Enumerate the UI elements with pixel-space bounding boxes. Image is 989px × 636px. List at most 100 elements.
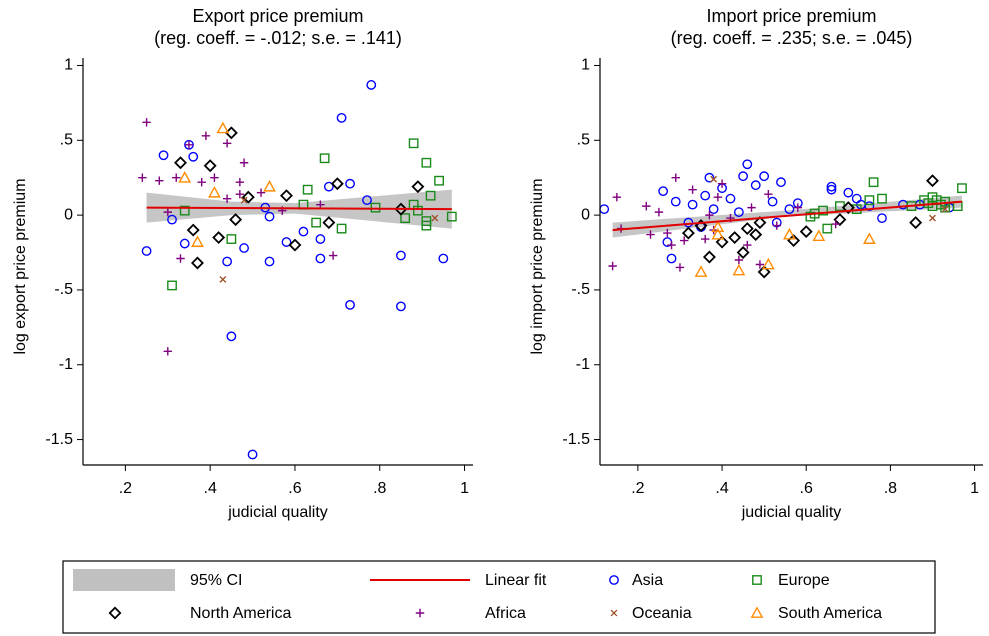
- marker-circle: [281, 237, 292, 247]
- marker-diamond: [322, 216, 336, 230]
- marker-plus: [713, 192, 723, 202]
- marker-plus: [163, 347, 172, 356]
- legend-swatch: [73, 569, 175, 591]
- marker-triangle: [761, 257, 775, 270]
- marker-plus: [201, 131, 211, 141]
- marker-square: [412, 205, 423, 216]
- legend-label: Linear fit: [485, 572, 547, 589]
- marker-circle: [738, 171, 748, 182]
- marker-plus: [197, 177, 206, 187]
- marker-plus: [235, 177, 245, 187]
- marker-triangle: [191, 235, 204, 247]
- marker-plus: [172, 173, 181, 182]
- x-tick-label: .8: [884, 480, 897, 497]
- marker-triangle: [711, 227, 725, 240]
- y-tick-label: 0: [64, 206, 73, 223]
- marker-plus: [701, 234, 710, 244]
- marker-diamond: [280, 189, 293, 203]
- marker-plus: [793, 203, 803, 212]
- marker-plus: [705, 210, 714, 220]
- marker-plus: [142, 118, 151, 127]
- marker-diamond: [799, 225, 813, 239]
- marker-square: [370, 202, 381, 213]
- marker-square: [400, 213, 411, 224]
- marker-circle: [366, 80, 377, 90]
- marker-circle: [670, 196, 681, 207]
- marker-plus: [755, 260, 765, 269]
- y-tick-label: -.5: [54, 281, 73, 298]
- marker-diamond: [728, 231, 742, 245]
- marker-circle: [666, 253, 677, 264]
- marker-triangle: [711, 220, 725, 232]
- legend-label: North America: [190, 605, 291, 622]
- marker-plus: [612, 192, 622, 202]
- marker-diamond: [926, 174, 939, 188]
- chart-title: Export price premium: [192, 6, 363, 26]
- marker-circle: [658, 186, 669, 197]
- marker-square: [434, 175, 444, 186]
- marker-plus: [772, 221, 781, 230]
- marker-plus: [222, 194, 232, 203]
- marker-circle: [323, 181, 334, 192]
- chart-title: Import price premium: [706, 6, 876, 26]
- marker-circle: [733, 207, 744, 218]
- marker-plus: [328, 251, 338, 260]
- marker-diamond: [833, 213, 847, 227]
- y-tick-label: 1: [64, 57, 73, 74]
- marker-square: [179, 205, 190, 216]
- marker-plus: [667, 240, 676, 250]
- marker-circle: [826, 184, 837, 195]
- marker-plus: [316, 200, 325, 209]
- marker-circle: [247, 449, 258, 460]
- marker-diamond: [229, 213, 243, 227]
- marker-circle: [704, 172, 715, 183]
- marker-plus: [743, 240, 752, 250]
- marker-circle: [179, 238, 190, 249]
- marker-plus: [642, 201, 651, 211]
- ci-band: [612, 195, 962, 238]
- marker-circle: [725, 193, 736, 204]
- marker-circle: [438, 253, 449, 264]
- marker-circle: [767, 196, 778, 207]
- marker-diamond: [681, 226, 695, 240]
- x-tick-label: 1: [460, 480, 469, 497]
- marker-circle: [239, 243, 249, 253]
- marker-circle: [345, 299, 355, 310]
- marker-triangle: [783, 227, 796, 240]
- marker-plus: [717, 179, 727, 188]
- marker-circle: [708, 204, 719, 215]
- marker-triangle: [694, 265, 708, 277]
- marker-plus: [163, 207, 172, 217]
- x-tick-label: .8: [373, 480, 386, 497]
- legend-marker: [415, 608, 425, 618]
- marker-x: [219, 276, 227, 283]
- marker-square: [864, 195, 875, 206]
- marker-circle: [336, 112, 347, 123]
- marker-circle: [396, 301, 406, 312]
- marker-circle: [864, 201, 875, 212]
- marker-diamond: [736, 246, 750, 259]
- marker-circle: [345, 178, 355, 189]
- marker-diamond: [841, 201, 855, 215]
- y-tick-label: 0: [581, 206, 590, 223]
- legend-marker: [108, 606, 122, 620]
- marker-triangle: [812, 229, 826, 241]
- marker-plus: [688, 185, 697, 194]
- marker-diamond: [394, 202, 408, 216]
- marker-circle: [264, 211, 275, 222]
- marker-circle: [750, 180, 761, 191]
- marker-square: [818, 205, 828, 216]
- marker-circle: [226, 331, 237, 342]
- y-tick-label: .5: [60, 132, 73, 149]
- legend-marker: [609, 575, 619, 585]
- marker-plus: [663, 228, 672, 238]
- marker-circle: [759, 171, 770, 182]
- marker-circle: [264, 256, 275, 267]
- marker-square: [421, 220, 432, 231]
- marker-x: [431, 214, 439, 222]
- marker-circle: [776, 177, 786, 188]
- marker-diamond: [212, 231, 226, 245]
- marker-triangle: [862, 232, 876, 244]
- marker-plus: [734, 255, 744, 265]
- marker-diamond: [330, 177, 344, 191]
